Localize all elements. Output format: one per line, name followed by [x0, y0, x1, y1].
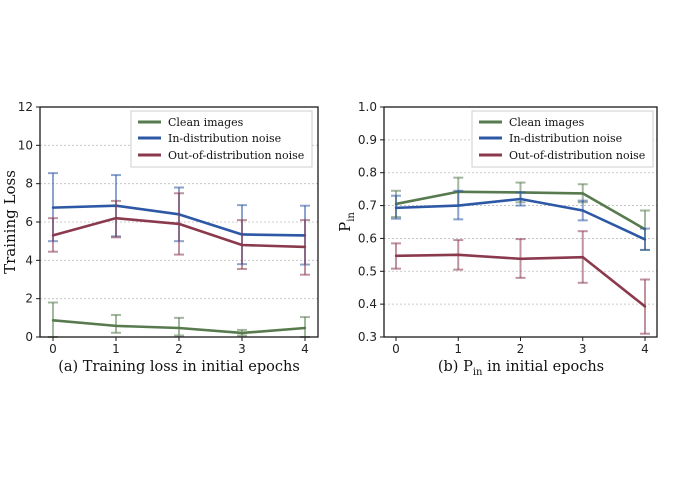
caption-b-tail: in initial epochs	[482, 359, 604, 375]
y-tick-label: 1.0	[358, 100, 377, 114]
legend: Clean images In-distribution noise Out-o…	[130, 110, 313, 168]
series-group	[48, 172, 310, 338]
y-tick-label: 0.3	[358, 330, 377, 344]
legend-item-indist: In-distribution noise	[138, 132, 281, 145]
legend-item-indist: In-distribution noise	[479, 132, 622, 145]
x-tick-label: 1	[112, 342, 120, 356]
error-bar	[174, 316, 184, 337]
y-axis-label-sub: in	[346, 212, 357, 222]
series-ood	[391, 230, 650, 335]
data-point	[394, 206, 398, 210]
x-tick-label: 3	[238, 342, 246, 356]
series-clean	[48, 301, 310, 338]
y-ticks: 0 2 4 6 8 10 12	[18, 100, 40, 344]
x-tick-label: 4	[641, 342, 649, 356]
legend-label-indist: In-distribution noise	[168, 132, 281, 145]
legend-label-indist: In-distribution noise	[509, 132, 622, 145]
y-axis-label: Pin	[336, 212, 357, 232]
plot-frame	[383, 106, 658, 338]
legend-label-ood: Out-of-distribution noise	[509, 149, 645, 162]
y-tick-label: 0.6	[358, 231, 377, 245]
panel-p-in: 0.3 0.4 0.5 0.6 0.7 0.8 0.9 1.0 0 1 2 3 4 Pin (b) P…	[336, 100, 658, 378]
x-tick-label: 0	[49, 342, 57, 356]
series-ood	[48, 192, 310, 276]
caption-b-sub: in	[473, 367, 483, 378]
data-point	[303, 326, 307, 330]
y-tick-label: 0.9	[358, 133, 377, 147]
y-tick-label: 0	[25, 330, 33, 344]
legend-label-clean: Clean images	[509, 116, 585, 129]
data-point	[51, 206, 55, 209]
data-point	[51, 234, 55, 237]
y-tick-label: 0.7	[358, 199, 377, 213]
series-indist	[391, 189, 650, 251]
legend-label-clean: Clean images	[168, 116, 244, 129]
y-ticks: 0.3 0.4 0.5 0.6 0.7 0.8 0.9 1.0	[358, 100, 384, 344]
y-axis-label-main: P	[336, 222, 354, 232]
data-point	[643, 238, 647, 241]
series-group	[391, 176, 650, 335]
data-point	[51, 319, 55, 322]
caption-a: (a) Training loss in initial epochs	[58, 359, 300, 375]
data-point	[581, 209, 584, 212]
error-bar	[111, 313, 121, 334]
y-tick-label: 0.4	[358, 297, 377, 311]
data-point	[519, 197, 522, 201]
x-tick-label: 0	[392, 342, 400, 356]
legend-item-clean: Clean images	[479, 116, 585, 129]
plot-frame	[39, 106, 319, 338]
legend-item-clean: Clean images	[138, 116, 244, 129]
legend-box	[130, 110, 313, 168]
data-point	[457, 253, 460, 257]
x-tick-label: 4	[301, 342, 309, 356]
data-point	[394, 254, 398, 258]
y-tick-label: 10	[18, 138, 33, 152]
data-point	[177, 326, 181, 330]
data-point	[240, 243, 244, 247]
legend: Clean images In-distribution noise Out-o…	[471, 110, 654, 168]
y-axis-label: Training Loss	[1, 170, 19, 274]
data-point	[581, 255, 584, 259]
caption-b-main: (b) P	[438, 359, 473, 375]
data-point	[114, 324, 118, 328]
data-point	[457, 204, 460, 207]
caption-b: (b) Pin in initial epochs	[438, 359, 604, 378]
legend-box	[471, 110, 654, 168]
x-ticks: 0 1 2 3 4	[49, 337, 309, 356]
y-tick-label: 12	[18, 100, 33, 114]
legend-item-ood: Out-of-distribution noise	[138, 149, 304, 162]
y-tick-label: 0.5	[358, 264, 377, 278]
x-tick-label: 3	[579, 342, 587, 356]
y-tick-label: 8	[25, 177, 33, 191]
legend-label-ood: Out-of-distribution noise	[168, 149, 304, 162]
data-point	[114, 216, 118, 220]
y-tick-label: 2	[25, 292, 33, 306]
x-tick-label: 2	[175, 342, 183, 356]
data-point	[303, 245, 307, 249]
data-point	[177, 222, 181, 226]
y-tick-label: 4	[25, 253, 33, 267]
data-point	[519, 257, 522, 260]
data-point	[581, 192, 584, 195]
y-tick-label: 0.8	[358, 166, 377, 180]
y-tick-label: 6	[25, 215, 33, 229]
legend-item-ood: Out-of-distribution noise	[479, 149, 645, 162]
x-ticks: 0 1 2 3 4	[392, 337, 649, 356]
data-point	[643, 305, 647, 308]
x-tick-label: 2	[517, 342, 525, 356]
data-point	[240, 331, 244, 335]
x-tick-label: 1	[454, 342, 462, 356]
